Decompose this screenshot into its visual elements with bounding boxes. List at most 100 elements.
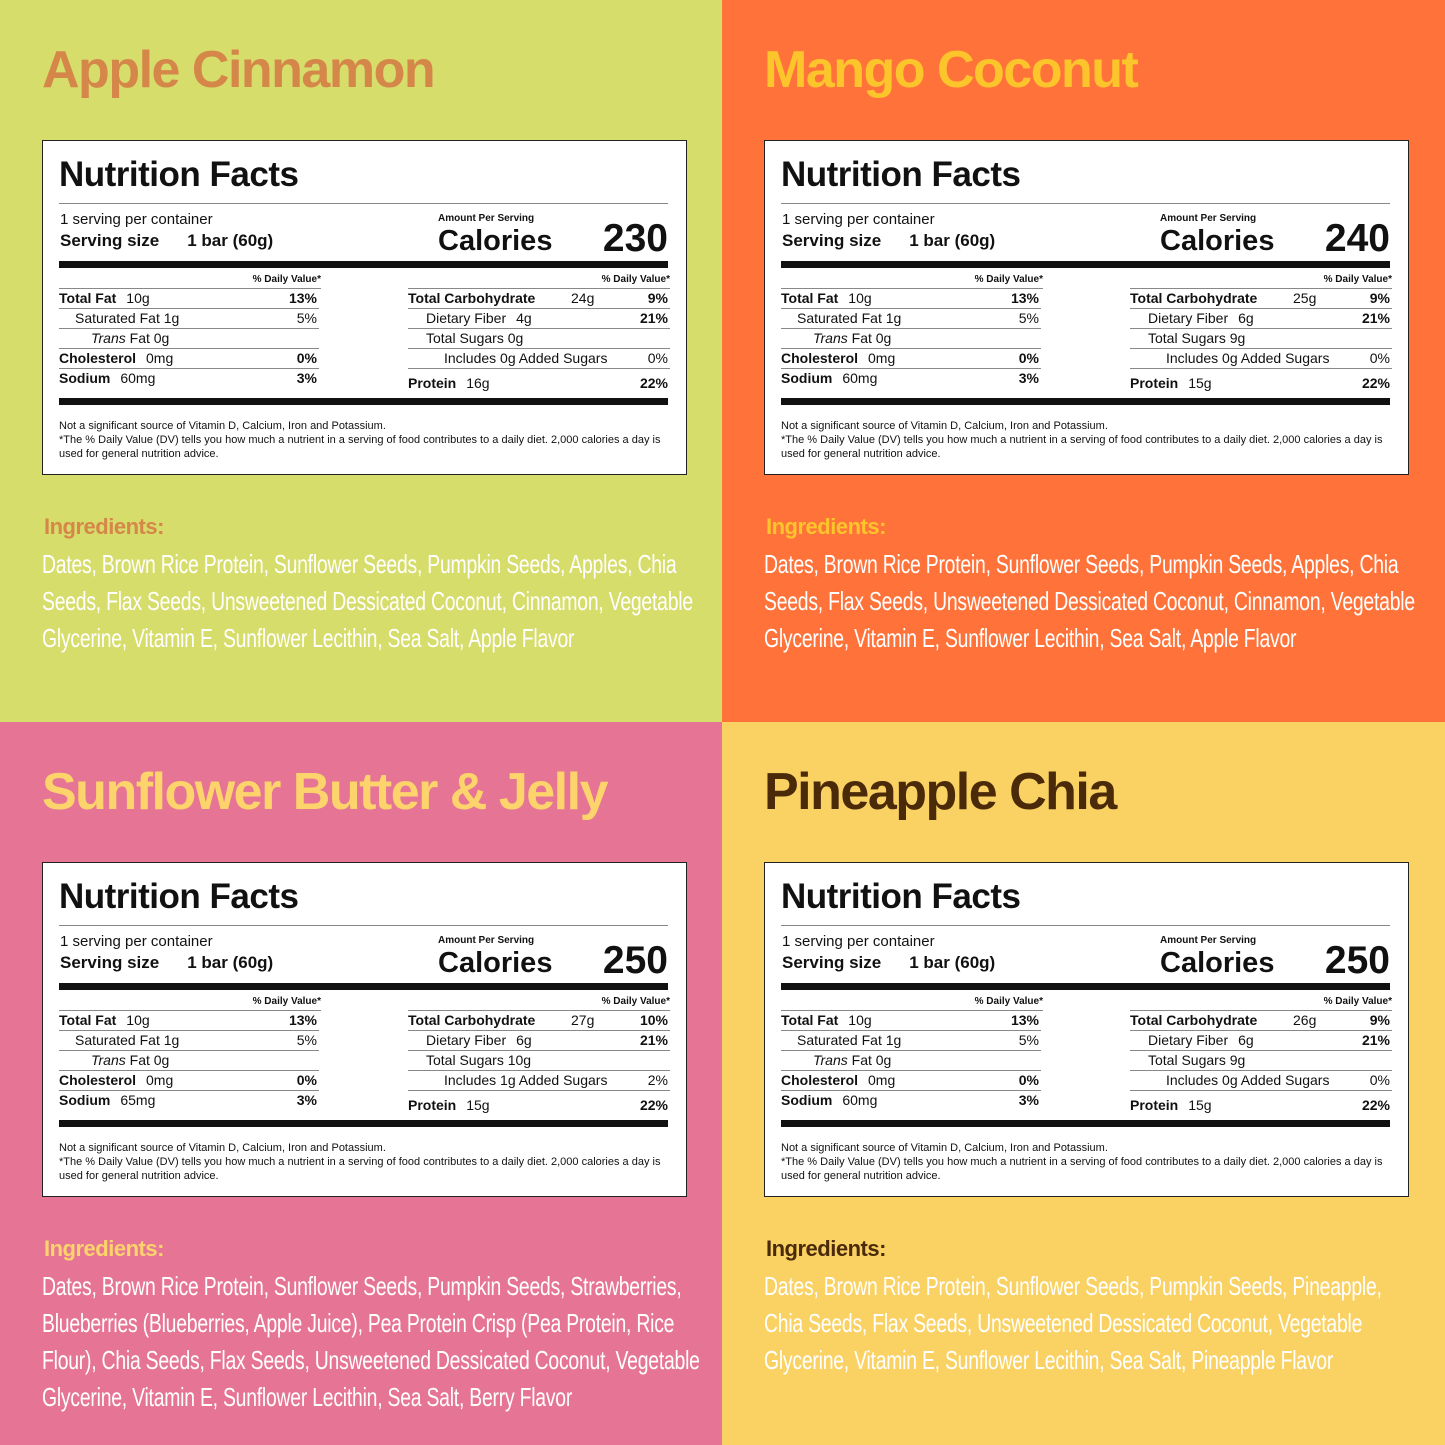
nutrient-amount: 15g <box>1188 375 1212 391</box>
nutrient-row: Total Fat 10g 13% <box>59 1011 319 1031</box>
daily-value-header: % Daily Value* <box>781 273 1043 289</box>
nutrient-amount: 24g <box>571 290 595 306</box>
daily-value-header: % Daily Value* <box>1130 273 1392 289</box>
nutrition-label: Nutrition Facts 1 serving per container … <box>42 862 687 1197</box>
nutrient-label: Saturated Fat 1g <box>797 1032 902 1048</box>
nutrient-label: Fat 0g <box>847 1052 892 1068</box>
nutrient-dv: 5% <box>296 310 317 326</box>
divider-thick <box>781 398 1390 405</box>
nutrients-right: % Daily Value* Total Carbohydrate 26g 9% Di… <box>1130 995 1392 1117</box>
nutrient-label: Cholesterol <box>59 1072 137 1088</box>
nutrient-dv: 22% <box>1361 375 1390 391</box>
flavor-title: Sunflower Butter & Jelly <box>42 763 609 821</box>
nutrient-dv: 13% <box>288 1012 317 1028</box>
nutrient-row: Cholesterol 0mg 0% <box>781 349 1041 369</box>
nutrient-label: Dietary Fiber <box>1148 1032 1229 1048</box>
nutrient-amount: 0mg <box>868 1072 896 1088</box>
nutrient-amount: 26g <box>1293 1012 1317 1028</box>
nutrient-dv: 10% <box>639 1012 668 1028</box>
flavor-panel: Apple Cinnamon Nutrition Facts 1 serving… <box>0 0 723 723</box>
ingredients-heading: Ingredients: <box>44 514 164 539</box>
nutrient-amount: 0mg <box>146 350 174 366</box>
nutrient-row: Sodium 60mg 3% <box>59 369 319 389</box>
nutrient-row: Includes 0g Added Sugars 0% <box>1130 1071 1392 1091</box>
nutrient-label: Sodium <box>59 370 111 386</box>
serving-size: Serving size 1 bar (60g) <box>782 953 995 973</box>
nutrient-row: Total Sugars 9g <box>1130 329 1392 349</box>
divider-thick <box>59 398 668 405</box>
nutrient-dv: 21% <box>1361 310 1390 326</box>
nutrient-dv: 22% <box>639 1097 668 1113</box>
nutrient-row: Trans Fat 0g <box>59 329 319 349</box>
footnote-line: *The % Daily Value (DV) tells you how mu… <box>781 1156 1383 1182</box>
nutrient-dv: 21% <box>639 1032 668 1048</box>
nutrient-dv: 0% <box>1018 350 1039 366</box>
nutrient-row: Cholesterol 0mg 0% <box>781 1071 1041 1091</box>
amount-per-serving: Amount Per Serving <box>1160 213 1257 224</box>
nutrient-dv: 5% <box>1018 1032 1039 1048</box>
footnote-line: *The % Daily Value (DV) tells you how mu… <box>59 1156 661 1182</box>
nutrient-row: Total Carbohydrate 27g 10% <box>408 1011 670 1031</box>
nutrient-dv: 22% <box>1361 1097 1390 1113</box>
footnote-line: Not a significant source of Vitamin D, C… <box>781 1142 1108 1154</box>
servings-per-container: 1 serving per container <box>782 933 935 950</box>
nutrient-dv: 3% <box>1018 1092 1039 1108</box>
nutrient-label: Dietary Fiber <box>1148 310 1229 326</box>
daily-value-header: % Daily Value* <box>408 273 670 289</box>
ingredients-text: Dates, Brown Rice Protein, Sunflower See… <box>764 1271 1382 1375</box>
nutrient-label: Total Sugars 10g <box>426 1052 532 1068</box>
nutrient-row: Sodium 60mg 3% <box>781 1091 1041 1111</box>
footnote: Not a significant source of Vitamin D, C… <box>59 419 669 461</box>
nutrient-amount: 4g <box>516 310 532 326</box>
nutrition-facts-heading: Nutrition Facts <box>781 155 1021 194</box>
divider <box>781 203 1390 204</box>
nutrient-label: Fat 0g <box>847 330 892 346</box>
nutrient-row: Total Fat 10g 13% <box>781 289 1041 309</box>
nutrient-label: Sodium <box>781 1092 833 1108</box>
daily-value-header: % Daily Value* <box>59 995 321 1011</box>
serving-size-label: Serving size <box>60 953 160 972</box>
flavor-panel: Sunflower Butter & Jelly Nutrition Facts… <box>0 722 723 1445</box>
nutrient-dv: 0% <box>1018 1072 1039 1088</box>
nutrient-row: Saturated Fat 1g 5% <box>59 309 319 329</box>
nutrients-left: % Daily Value* Total Fat 10g 13% Saturated … <box>781 995 1043 1111</box>
nutrient-label: Total Carbohydrate <box>1130 1012 1258 1028</box>
nutrient-dv: 9% <box>1369 1012 1390 1028</box>
footnote-line: *The % Daily Value (DV) tells you how mu… <box>59 434 661 460</box>
calories-label: Calories <box>1160 947 1275 979</box>
nutrient-label: Total Fat <box>781 1012 839 1028</box>
serving-size-value: 1 bar (60g) <box>187 231 274 250</box>
nutrient-amount: 60mg <box>842 370 878 386</box>
serving-size-label: Serving size <box>782 231 882 250</box>
nutrient-amount: 0mg <box>146 1072 174 1088</box>
calories-label: Calories <box>1160 225 1275 257</box>
nutrient-row: Trans Fat 0g <box>781 329 1041 349</box>
nutrient-row: Protein 15g 22% <box>408 1091 670 1117</box>
nutrient-label: Includes 0g Added Sugars <box>1166 1072 1330 1088</box>
nutrient-row: Saturated Fat 1g 5% <box>781 1031 1041 1051</box>
footnote-line: *The % Daily Value (DV) tells you how mu… <box>781 434 1383 460</box>
nutrient-row: Includes 1g Added Sugars 2% <box>408 1071 670 1091</box>
nutrient-row: Total Sugars 0g <box>408 329 670 349</box>
nutrient-label: Total Carbohydrate <box>1130 290 1258 306</box>
nutrition-facts-heading: Nutrition Facts <box>781 877 1021 916</box>
nutrient-amount: 60mg <box>120 370 156 386</box>
nutrient-label: Includes 1g Added Sugars <box>444 1072 608 1088</box>
nutrient-row: Total Fat 10g 13% <box>781 1011 1041 1031</box>
italic-prefix: Trans <box>813 1052 848 1068</box>
ingredients-text: Dates, Brown Rice Protein, Sunflower See… <box>42 1271 700 1412</box>
servings-per-container: 1 serving per container <box>60 933 213 950</box>
nutrient-label: Cholesterol <box>59 350 137 366</box>
nutrition-label: Nutrition Facts 1 serving per container … <box>764 140 1409 475</box>
nutrient-dv: 0% <box>1369 350 1390 366</box>
calories-label: Calories <box>438 225 553 257</box>
nutrient-dv: 0% <box>296 350 317 366</box>
divider-thick <box>59 261 668 268</box>
nutrient-row: Total Sugars 9g <box>1130 1051 1392 1071</box>
amount-per-serving: Amount Per Serving <box>438 213 535 224</box>
calories-value: 250 <box>602 939 668 982</box>
nutrient-dv: 21% <box>1361 1032 1390 1048</box>
amount-per-serving: Amount Per Serving <box>1160 935 1257 946</box>
nutrient-label: Includes 0g Added Sugars <box>1166 350 1330 366</box>
nutrient-dv: 0% <box>647 350 668 366</box>
